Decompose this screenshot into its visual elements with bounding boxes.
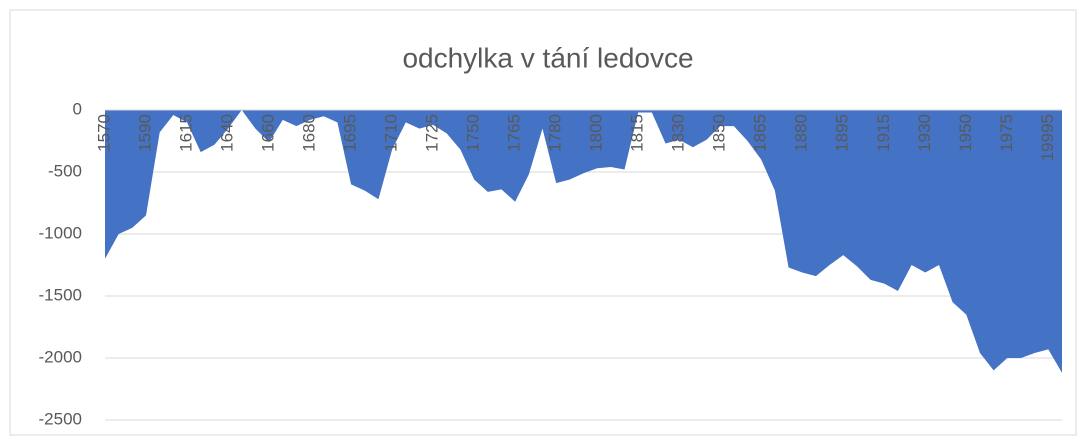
y-tick-label: -500 <box>48 161 82 180</box>
area <box>105 110 1062 373</box>
x-tick-label: 1660 <box>259 114 278 152</box>
x-tick-label: 1615 <box>177 114 196 152</box>
x-tick-label: 1765 <box>505 114 524 152</box>
x-tick-label: 1640 <box>218 114 237 152</box>
x-tick-label: 1815 <box>628 114 647 152</box>
x-tick-label: 1830 <box>669 114 688 152</box>
x-tick-label: 1800 <box>587 114 606 152</box>
x-tick-label: 1950 <box>956 114 975 152</box>
x-tick-label: 1850 <box>710 114 729 152</box>
x-tick-label: 1865 <box>751 114 770 152</box>
x-tick-label: 1915 <box>874 114 893 152</box>
y-tick-label: -2500 <box>39 409 82 428</box>
x-tick-label: 1725 <box>423 114 442 152</box>
x-tick-label: 1710 <box>382 114 401 152</box>
x-tick-label: 1975 <box>997 114 1016 152</box>
x-tick-label: 1880 <box>792 114 811 152</box>
x-tick-label: 1590 <box>135 114 154 152</box>
y-tick-label: -1000 <box>39 223 82 242</box>
x-tick-label: 1750 <box>464 114 483 152</box>
chart-title: odchylka v tání ledovce <box>402 42 693 73</box>
x-tick-label: 19995 <box>1038 114 1057 161</box>
x-tick-label: 1680 <box>300 114 319 152</box>
y-tick-label: -2000 <box>39 347 82 366</box>
x-tick-label: 1780 <box>546 114 565 152</box>
y-tick-label: -1500 <box>39 285 82 304</box>
x-tick-label: 1570 <box>94 114 113 152</box>
x-tick-label: 1895 <box>833 114 852 152</box>
x-tick-label: 1930 <box>915 114 934 152</box>
x-tick-label: 1695 <box>341 114 360 152</box>
y-tick-label: 0 <box>73 99 82 118</box>
